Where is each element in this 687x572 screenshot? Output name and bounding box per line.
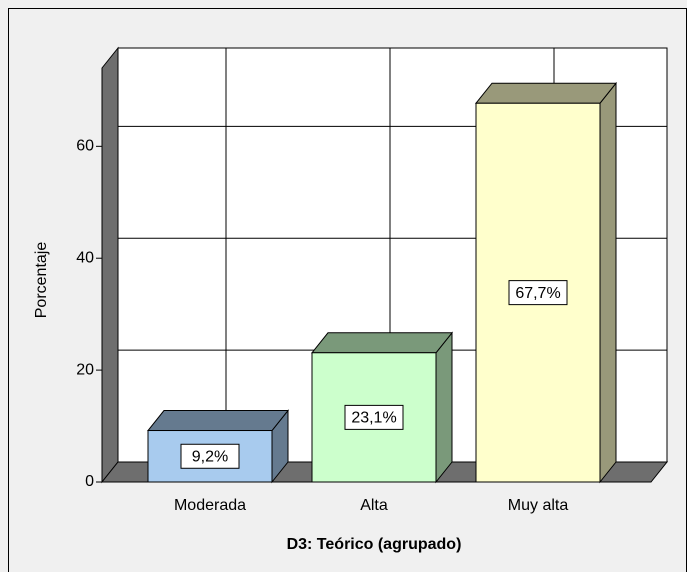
value-label: 67,7% — [515, 285, 560, 302]
y-tick-label: 60 — [76, 138, 94, 155]
x-axis-label: D3: Teórico (agrupado) — [287, 536, 462, 553]
value-label-box — [508, 280, 568, 306]
value-label: 9,2% — [192, 448, 228, 465]
bar — [146, 409, 290, 484]
x-tick-label: Alta — [360, 497, 388, 514]
y-tick-label: 0 — [85, 473, 94, 490]
value-label-box — [180, 443, 240, 469]
bar-front — [475, 102, 601, 483]
x-tick-label: Muy alta — [508, 497, 569, 514]
value-label-box — [344, 404, 404, 430]
y-tick-label: 40 — [76, 249, 94, 266]
bar-top — [146, 410, 290, 432]
bar-top — [310, 332, 454, 354]
x-tick-label: Moderada — [174, 497, 246, 514]
left-wall — [101, 46, 119, 484]
value-label: 23,1% — [351, 410, 396, 427]
bar — [474, 81, 618, 484]
bar-top — [474, 82, 618, 104]
bar — [310, 331, 454, 484]
bar-side — [435, 331, 453, 484]
bar-side — [599, 81, 617, 484]
y-tick-label: 20 — [76, 361, 94, 378]
y-axis-label: Porcentaje — [33, 242, 50, 319]
